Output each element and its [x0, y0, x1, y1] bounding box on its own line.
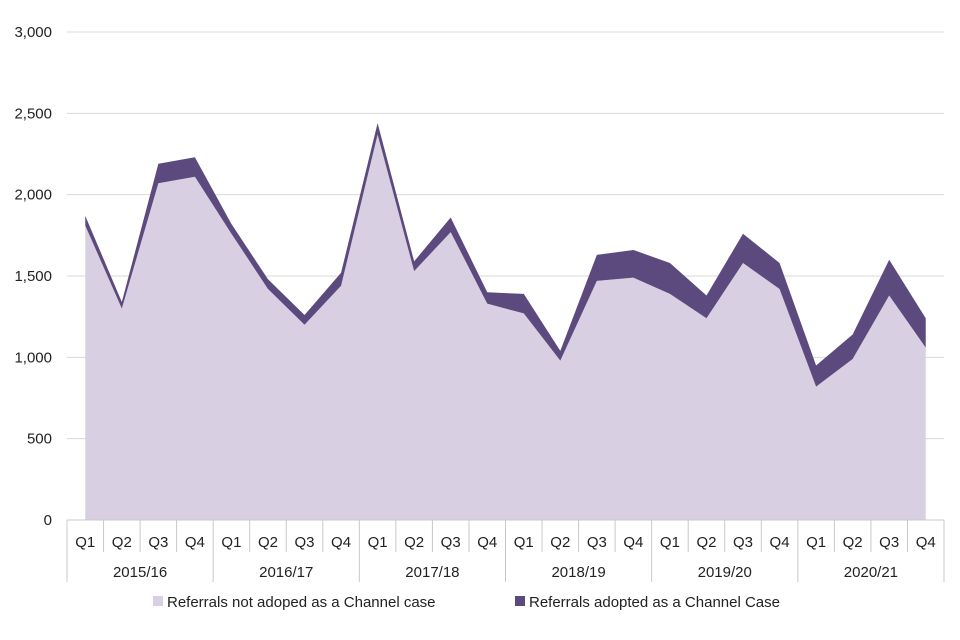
x-tick-label: Q2 — [258, 534, 278, 551]
x-tick-label: Q1 — [660, 534, 680, 551]
x-tick-label: Q4 — [916, 534, 936, 551]
x-tick-label: Q3 — [879, 534, 899, 551]
area-not-adopted — [85, 134, 926, 521]
x-group-label: 2020/21 — [844, 564, 898, 581]
x-tick-label: Q3 — [587, 534, 607, 551]
x-tick-label: Q1 — [368, 534, 388, 551]
x-tick-label: Q4 — [623, 534, 643, 551]
x-tick-label: Q1 — [514, 534, 534, 551]
x-tick-label: Q4 — [331, 534, 351, 551]
legend: Referrals not adoped as a Channel case R… — [153, 594, 780, 611]
x-tick-label: Q2 — [112, 534, 132, 551]
area-adopted — [85, 123, 926, 387]
y-tick-label: 1,500 — [14, 268, 52, 285]
x-tick-label: Q3 — [441, 534, 461, 551]
x-group-label: 2018/19 — [551, 564, 605, 581]
x-tick-label: Q2 — [843, 534, 863, 551]
x-group-label: 2016/17 — [259, 564, 313, 581]
y-tick-label: 1,000 — [14, 349, 52, 366]
x-axis: Q1 Q2 Q3 Q4 Q1 Q2 Q3 Q4 Q1 Q2 Q3 Q4 Q1 Q2 Q3 Q4 Q1 Q2 Q3 Q4… — [66, 519, 945, 582]
x-tick-label: Q3 — [733, 534, 753, 551]
x-tick-label: Q4 — [770, 534, 790, 551]
y-tick-label: 0 — [44, 512, 52, 529]
x-tick-label: Q2 — [404, 534, 424, 551]
legend-swatch-not-adopted — [153, 596, 163, 606]
x-group-label: 2015/16 — [113, 564, 167, 581]
y-tick-label: 500 — [27, 431, 52, 448]
x-tick-label: Q2 — [696, 534, 716, 551]
x-tick-label: Q4 — [185, 534, 205, 551]
y-tick-label: 3,000 — [14, 24, 52, 41]
y-axis: 0 500 1,000 1,500 2,000 2,500 3,000 — [14, 24, 52, 529]
legend-swatch-adopted — [515, 596, 525, 606]
area-series — [85, 123, 926, 521]
y-tick-label: 2,000 — [14, 187, 52, 204]
y-tick-label: 2,500 — [14, 105, 52, 122]
legend-label-adopted: Referrals adopted as a Channel Case — [529, 594, 780, 611]
x-tick-label: Q3 — [295, 534, 315, 551]
x-group-label: 2017/18 — [405, 564, 459, 581]
x-group-label: 2019/20 — [698, 564, 752, 581]
legend-label-not-adopted: Referrals not adoped as a Channel case — [167, 594, 436, 611]
x-tick-label: Q2 — [550, 534, 570, 551]
x-tick-label: Q3 — [148, 534, 168, 551]
x-tick-label: Q1 — [806, 534, 826, 551]
x-tick-label: Q1 — [75, 534, 95, 551]
x-tick-label: Q1 — [221, 534, 241, 551]
x-tick-label: Q4 — [477, 534, 497, 551]
